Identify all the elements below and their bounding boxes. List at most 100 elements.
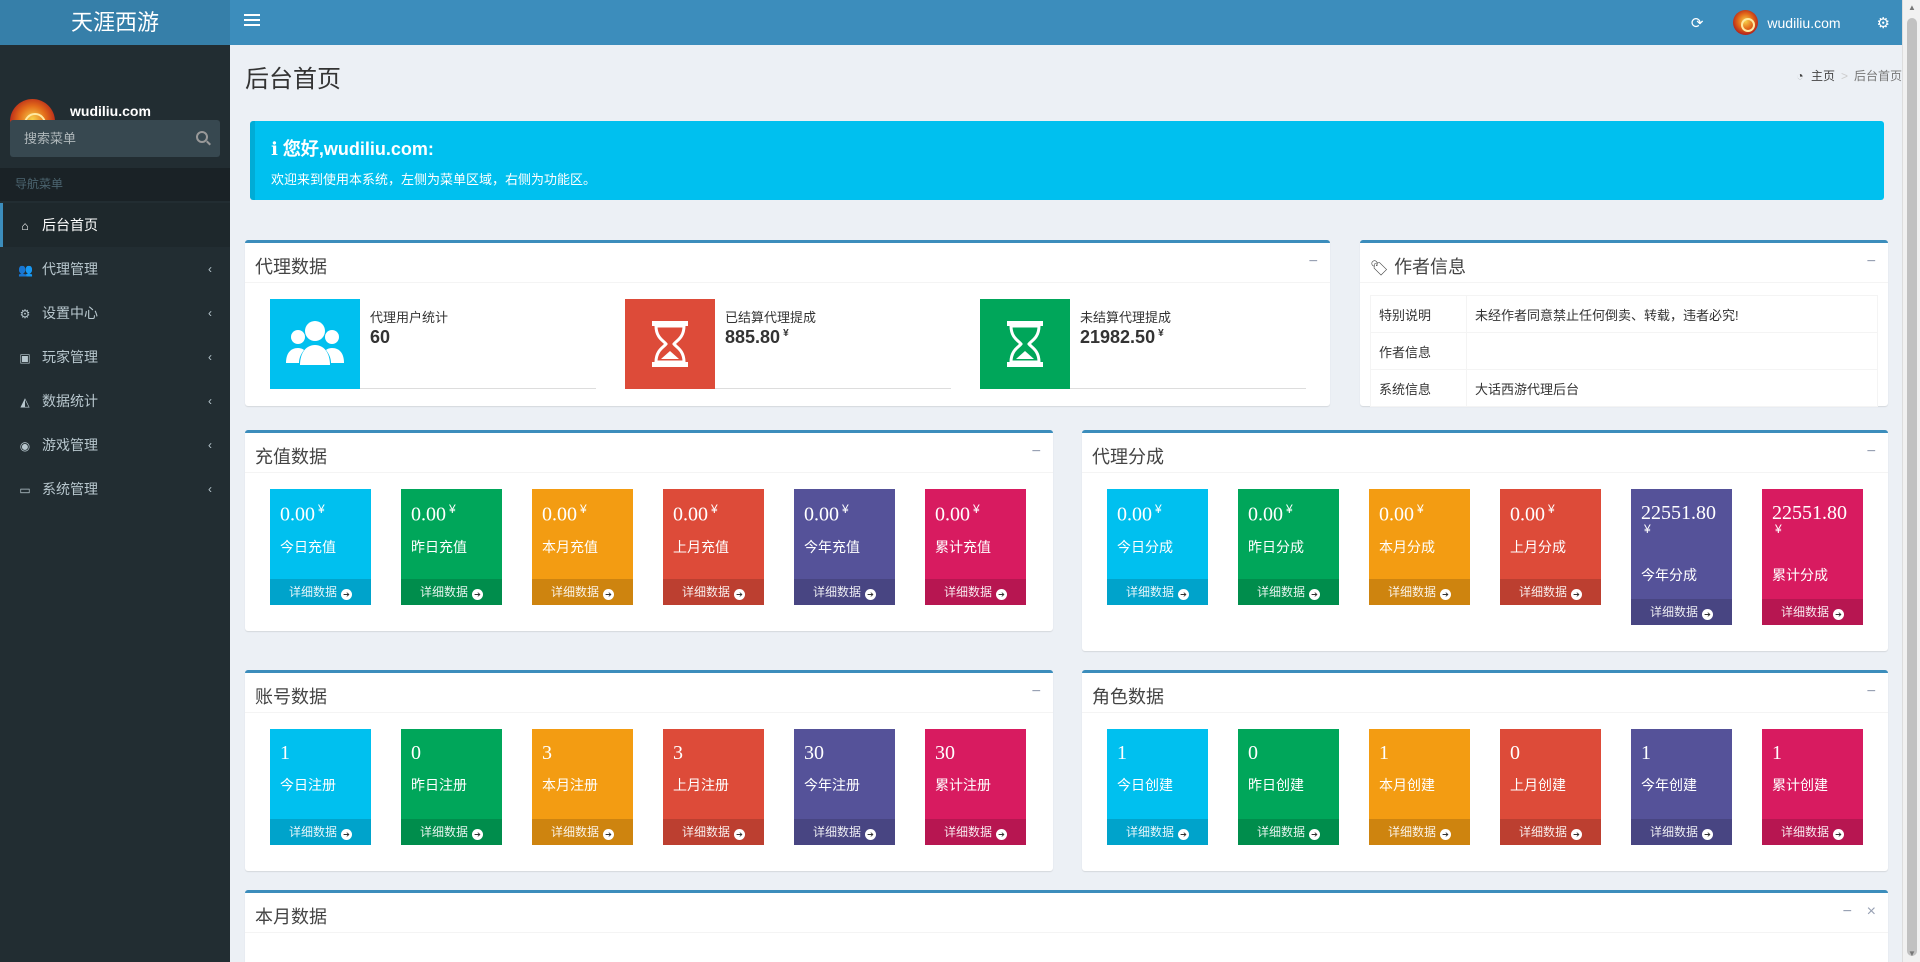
arrow-circle-right-icon: ➔ (1702, 609, 1713, 620)
settings-gear-icon[interactable]: ⚙ (1876, 14, 1890, 32)
sidebar-item-stats[interactable]: ◭ 数据统计 ‹ (0, 379, 230, 423)
arrow-circle-right-icon: ➔ (1309, 829, 1320, 840)
stat-label: 今日注册 (280, 777, 336, 793)
chevron-left-icon: ‹ (208, 306, 212, 320)
details-link[interactable]: 详细数据 ➔ (925, 819, 1026, 845)
cogs-icon: ⚙ (19, 307, 31, 321)
scroll-up-icon[interactable]: ▲ (1908, 3, 1916, 12)
stat-label: 今日充值 (280, 538, 336, 555)
collapse-icon[interactable]: − (1866, 253, 1876, 270)
stat-label: 本月充值 (542, 538, 598, 555)
stat-label: 上月创建 (1510, 777, 1566, 793)
users-icon (270, 299, 360, 389)
navbar-user-name[interactable]: wudiliu.com (1767, 14, 1841, 31)
collapse-icon[interactable]: − (1866, 683, 1876, 700)
details-link[interactable]: 详细数据 ➔ (1238, 579, 1339, 605)
details-link[interactable]: 详细数据 ➔ (1500, 579, 1601, 605)
sidebar-item-players[interactable]: ▣ 玩家管理 ‹ (0, 335, 230, 379)
details-link[interactable]: 详细数据 ➔ (270, 579, 371, 605)
divider (715, 388, 951, 389)
scrollbar-thumb[interactable] (1907, 18, 1917, 956)
navbar-user-avatar[interactable] (1733, 10, 1759, 35)
sidebar-item-games[interactable]: ◉ 游戏管理 ‹ (0, 423, 230, 467)
stat-value: 0.00 ¥ (411, 502, 456, 526)
stat-value: 1 (1379, 742, 1389, 764)
box-header: 代理数据 − (245, 243, 1330, 283)
stat-box: 1 今日创建 详细数据 ➔ (1107, 729, 1208, 845)
details-link[interactable]: 详细数据 ➔ (1369, 819, 1470, 845)
chevron-left-icon: ‹ (208, 482, 212, 496)
details-link[interactable]: 详细数据 ➔ (270, 819, 371, 845)
sidebar-item-agent[interactable]: 👥 代理管理 ‹ (0, 247, 230, 291)
table-value: 未经作者同意禁止任何倒卖、转载，违者必究! (1466, 295, 1878, 333)
info-box-label: 已结算代理提成 (725, 310, 817, 325)
details-link[interactable]: 详细数据 ➔ (401, 819, 502, 845)
hourglass-icon (980, 299, 1070, 389)
stat-label: 昨日创建 (1248, 777, 1304, 793)
close-icon[interactable]: × (1866, 903, 1876, 920)
details-link[interactable]: 详细数据 ➔ (1369, 579, 1470, 605)
arrow-circle-right-icon: ➔ (1571, 589, 1582, 600)
arrow-circle-right-icon: ➔ (865, 589, 876, 600)
sidebar-toggle-icon[interactable] (244, 12, 260, 26)
details-link[interactable]: 详细数据 ➔ (663, 819, 764, 845)
details-link[interactable]: 详细数据 ➔ (1631, 599, 1732, 625)
stat-label: 今年分成 (1641, 566, 1697, 583)
sidebar-item-home[interactable]: ⌂ 后台首页 (0, 203, 230, 247)
stat-value: 30 (935, 742, 955, 764)
details-link[interactable]: 详细数据 ➔ (925, 579, 1026, 605)
collapse-icon[interactable]: − (1308, 253, 1318, 270)
arrow-circle-right-icon: ➔ (1571, 829, 1582, 840)
details-link[interactable]: 详细数据 ➔ (1762, 819, 1863, 845)
stat-box: 0.00 ¥ 今日分成 详细数据 ➔ (1107, 489, 1208, 605)
details-link[interactable]: 详细数据 ➔ (401, 579, 502, 605)
details-link[interactable]: 详细数据 ➔ (532, 579, 633, 605)
box-header: 角色数据 − (1082, 673, 1888, 713)
details-link[interactable]: 详细数据 ➔ (1107, 579, 1208, 605)
stat-box: 0.00 ¥ 昨日分成 详细数据 ➔ (1238, 489, 1339, 605)
stat-box: 0 昨日注册 详细数据 ➔ (401, 729, 502, 845)
stat-value: 3 (673, 742, 683, 764)
details-link[interactable]: 详细数据 ➔ (532, 819, 633, 845)
refresh-icon[interactable]: ⟳ (1690, 14, 1704, 32)
collapse-icon[interactable]: − (1842, 903, 1852, 920)
scroll-down-icon[interactable]: ▼ (1908, 949, 1916, 958)
app-logo[interactable]: 天涯西游 (0, 0, 230, 45)
stat-label: 累计充值 (935, 538, 991, 555)
details-link[interactable]: 详细数据 ➔ (794, 579, 895, 605)
details-link[interactable]: 详细数据 ➔ (1107, 819, 1208, 845)
details-link[interactable]: 详细数据 ➔ (1500, 819, 1601, 845)
box-title: 账号数据 (255, 687, 327, 707)
stat-label: 今日分成 (1117, 538, 1173, 555)
sidebar-item-system[interactable]: ▭ 系统管理 ‹ (0, 467, 230, 511)
collapse-icon[interactable]: − (1031, 443, 1041, 460)
collapse-icon[interactable]: − (1031, 683, 1041, 700)
box-header: 本月数据 − × (245, 893, 1888, 933)
table-row: 特别说明 未经作者同意禁止任何倒卖、转载，违者必究! (1370, 295, 1878, 333)
stat-box: 0.00 ¥ 本月分成 详细数据 ➔ (1369, 489, 1470, 605)
sidebar: 天涯西游 wudiliu.com 在线 导航菜单 ⌂ 后台首页 👥 代理管理 ‹ ⚙ 设… (0, 0, 230, 962)
search-input[interactable] (10, 120, 190, 157)
sidebar-item-settings[interactable]: ⚙ 设置中心 ‹ (0, 291, 230, 335)
stat-value: 0.00 ¥ (673, 502, 718, 526)
stat-label: 今年注册 (804, 777, 860, 793)
details-link[interactable]: 详细数据 ➔ (663, 579, 764, 605)
stat-value: 0.00 ¥ (1248, 502, 1293, 526)
search-icon[interactable] (196, 131, 208, 143)
details-link[interactable]: 详细数据 ➔ (794, 819, 895, 845)
details-link[interactable]: 详细数据 ➔ (1762, 599, 1863, 625)
chevron-left-icon: ‹ (208, 394, 212, 408)
stat-label: 本月注册 (542, 777, 598, 793)
collapse-icon[interactable]: − (1866, 443, 1876, 460)
stat-box: 22551.80 ¥ 累计分成 详细数据 ➔ (1762, 489, 1863, 625)
details-link[interactable]: 详细数据 ➔ (1631, 819, 1732, 845)
stat-label: 累计创建 (1772, 777, 1828, 793)
sidebar-menu: ⌂ 后台首页 👥 代理管理 ‹ ⚙ 设置中心 ‹ ▣ 玩家管理 ‹ ◭ 数据统计 ‹ ◉ 游戏管理 ‹… (0, 203, 230, 511)
page-scrollbar[interactable]: ▲ ▼ (1902, 0, 1920, 962)
breadcrumb-home[interactable]: 主页 (1810, 69, 1835, 83)
stat-label: 本月创建 (1379, 777, 1435, 793)
stat-label: 上月分成 (1510, 538, 1566, 555)
table-row: 系统信息 大话西游代理后台 (1370, 369, 1878, 407)
details-link[interactable]: 详细数据 ➔ (1238, 819, 1339, 845)
author-info-table: 特别说明 未经作者同意禁止任何倒卖、转载，违者必究! 作者信息 系统信息 大话西游代… (1370, 295, 1878, 407)
